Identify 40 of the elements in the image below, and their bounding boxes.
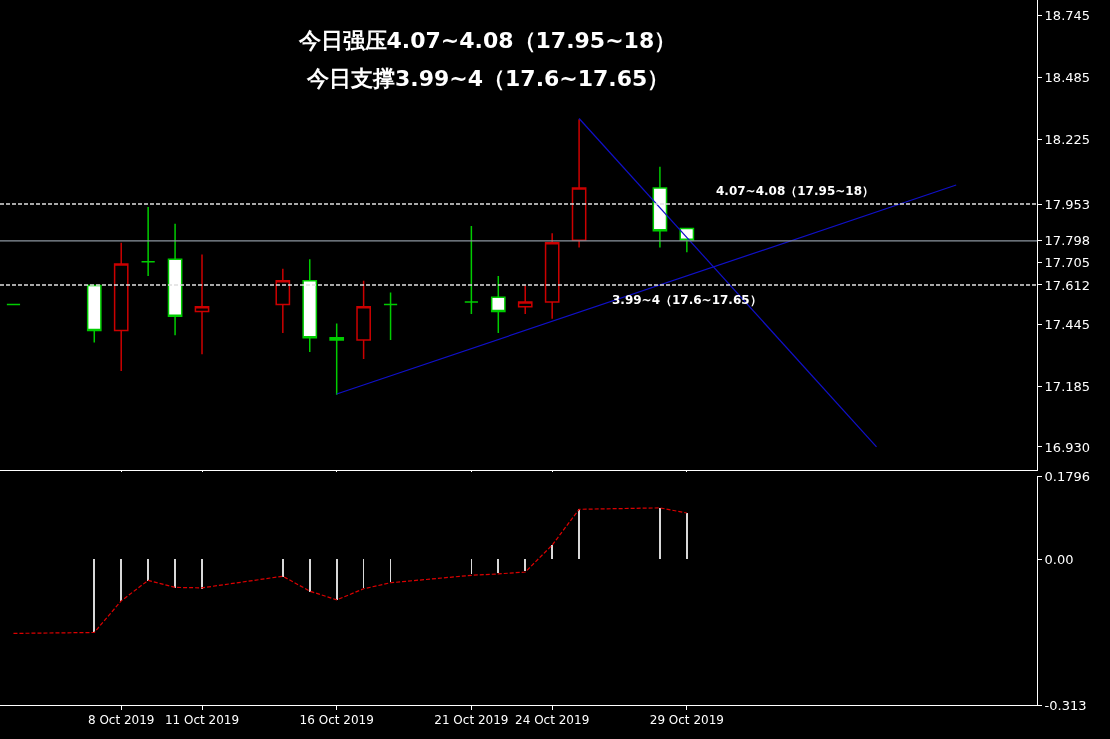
candlestick [464,225,479,315]
x-tick-label: 21 Oct 2019 [434,713,509,728]
y-tick-label: 18.745 [1044,8,1091,24]
candlestick [194,253,210,356]
line-series [12,507,688,635]
candlestick [6,303,21,306]
candlestick [517,284,533,315]
candlestick [383,291,398,341]
candlestick [113,241,129,372]
y-tick-label: 18.225 [1044,131,1091,147]
y-tick-label: 17.445 [1044,317,1091,333]
x-tick-label: 16 Oct 2019 [299,713,374,728]
annotation: 4.07~4.08（17.95~18） [716,184,874,198]
y-tick-label: 17.953 [1044,196,1091,212]
x-tick-label: 11 Oct 2019 [164,713,240,728]
text: 今日支撑3.99~4（17.6~17.65） [306,66,670,91]
candlestick [329,322,345,396]
x-tick-label: 8 Oct 2019 [87,713,155,728]
y-tick-label: 17.798 [1044,233,1091,249]
y-tick-label: 17.612 [1044,277,1091,293]
candlestick [302,258,318,353]
candlestick [490,275,506,334]
candlestick [140,206,156,277]
y-tick-label: 0.1796 [1044,468,1091,484]
text: 今日强压4.07~4.08（17.95~18） [297,28,677,54]
candlestick [86,284,102,344]
y-tick-label: 18.485 [1044,70,1091,86]
candlestick [571,118,587,249]
candlestick [544,232,560,320]
y-tick-label: 16.930 [1044,439,1091,455]
candlestick [275,268,291,334]
x-tick-label: 24 Oct 2019 [515,713,590,728]
y-tick-label: 17.185 [1044,378,1091,394]
y-tick-label: 17.705 [1044,255,1091,271]
x-tick-label: 29 Oct 2019 [649,713,724,728]
y-tick-label: -0.313 [1044,697,1087,713]
candlestick [356,279,371,360]
candlestick [652,165,668,249]
candlestick [167,222,183,337]
y-tick-label: 0.00 [1044,552,1074,568]
